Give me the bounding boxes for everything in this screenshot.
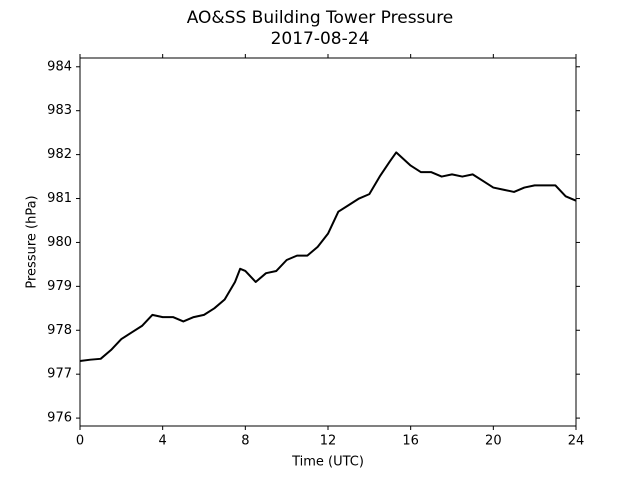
- y-tick-label: 979: [47, 279, 72, 294]
- y-tick-label: 976: [47, 411, 72, 426]
- y-tick-label: 982: [47, 147, 72, 162]
- x-tick-label: 4: [159, 434, 167, 449]
- y-tick-label: 978: [47, 323, 72, 338]
- y-tick-label: 977: [47, 367, 72, 382]
- x-tick-label: 16: [402, 434, 419, 449]
- y-tick-label: 981: [47, 191, 72, 206]
- y-axis-label: Pressure (hPa): [25, 195, 40, 288]
- x-tick-label: 0: [76, 434, 84, 449]
- chart-subtitle: 2017-08-24: [271, 29, 370, 49]
- x-axis-label: Time (UTC): [291, 455, 364, 470]
- data-line: [79, 151, 577, 363]
- plot-frame: [79, 57, 577, 427]
- y-tick-label: 984: [47, 59, 72, 74]
- x-tick-label: 8: [241, 434, 249, 449]
- x-tick-label: 20: [485, 434, 502, 449]
- y-tick-label: 980: [47, 235, 72, 250]
- y-tick-label: 983: [47, 103, 72, 118]
- x-tick-label: 24: [568, 434, 585, 449]
- chart-title: AO&SS Building Tower Pressure: [187, 8, 454, 28]
- x-tick-label: 12: [320, 434, 337, 449]
